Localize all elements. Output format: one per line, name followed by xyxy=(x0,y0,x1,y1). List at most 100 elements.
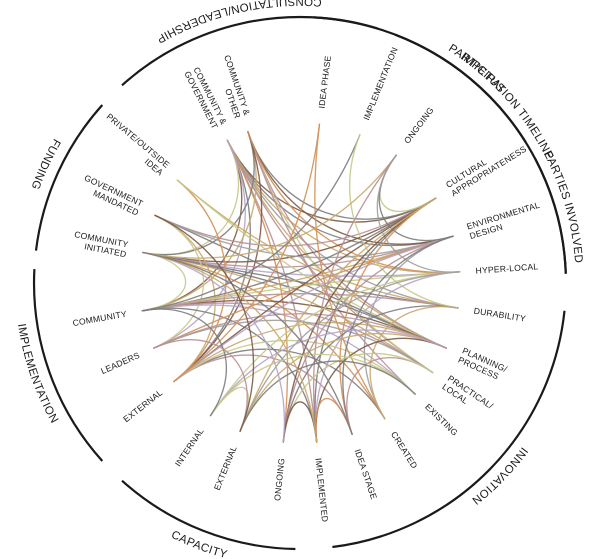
link-ongoing-impl-community-initiated xyxy=(142,251,286,443)
link-community-other-hyper-local xyxy=(247,131,461,274)
node-label-line: IDEA STAGE xyxy=(353,448,380,501)
links-layer xyxy=(141,123,461,443)
node-label-line: ONGOING xyxy=(272,457,286,501)
node-label-line: INTERNAL xyxy=(173,426,206,468)
link-community-cons-existing xyxy=(141,304,416,395)
category-label-consultation: CONSULTATION/LEADERSHIP xyxy=(154,0,322,45)
link-private-outside-planning xyxy=(176,179,447,349)
link-cultural-external-fund xyxy=(239,197,437,432)
node-external-cons: EXTERNAL xyxy=(121,387,164,424)
category-arc-funding xyxy=(34,104,104,251)
node-label-line: DURABILITY xyxy=(473,306,527,324)
link-leaders-practical xyxy=(153,319,434,374)
node-ongoing-pt: ONGOING xyxy=(402,105,436,145)
link-ongoing-pt-hyper-local xyxy=(376,154,461,273)
node-internal-fund: INTERNAL xyxy=(173,426,206,468)
link-government-mandated-environmental xyxy=(154,214,454,259)
node-label-line: IMPLEMENTATION xyxy=(361,46,399,122)
link-government-mandated-cultural xyxy=(154,197,437,247)
link-external-fund-government-mandated xyxy=(154,214,255,432)
node-created: CREATED xyxy=(389,430,420,471)
node-label-line: IDEA PHASE xyxy=(317,55,333,109)
link-private-outside-external-cons xyxy=(173,179,227,383)
node-idea-stage: IDEA STAGE xyxy=(353,448,380,501)
link-durability-ongoing-impl xyxy=(282,305,459,443)
link-government-mandated-leaders xyxy=(153,214,205,349)
link-idea-stage-community-initiated xyxy=(142,251,353,435)
node-implementation-pt: IMPLEMENTATION xyxy=(361,46,399,122)
category-ring xyxy=(32,15,567,551)
link-external-cons-existing xyxy=(173,339,416,395)
node-label-line: EXTERNAL xyxy=(212,444,239,491)
category-label-capacity: CAPACITY xyxy=(169,529,229,559)
link-community-other-environmental xyxy=(247,131,454,245)
node-label-line: LEADERS xyxy=(99,350,141,376)
category-label-innovation: INNOVATION xyxy=(469,445,529,507)
link-idea-phase-external-cons xyxy=(173,123,321,383)
link-external-fund-leaders xyxy=(153,339,248,432)
link-hyper-local-external-fund xyxy=(239,271,461,432)
node-label-line: PRIVATE/OUTSIDE xyxy=(105,111,172,170)
link-durability-created xyxy=(369,306,459,420)
node-implemented: IMPLEMENTED xyxy=(313,458,330,523)
link-implementation-pt-community-cons xyxy=(141,134,361,312)
link-implementation-pt-durability xyxy=(349,134,459,309)
category-label-funding: FUNDING xyxy=(28,137,62,192)
node-community-cons: COMMUNITY xyxy=(72,309,128,328)
link-ongoing-pt-implemented xyxy=(312,154,397,443)
category-arc-parties xyxy=(533,157,567,274)
link-hyper-local-implemented xyxy=(315,271,461,443)
node-planning: PLANNING/PROCESS xyxy=(457,345,509,381)
link-cultural-ongoing-impl xyxy=(282,197,437,443)
category-arc-innovation xyxy=(332,310,566,549)
node-leaders: LEADERS xyxy=(99,350,141,376)
category-label-implementation: IMPLEMENTATION xyxy=(15,323,60,426)
link-implemented-community-initiated xyxy=(142,251,318,443)
category-arc-capacity xyxy=(121,479,296,551)
node-existing: EXISTING xyxy=(423,402,460,438)
category-arc-implementation xyxy=(32,269,104,462)
link-ongoing-pt-environmental xyxy=(378,154,454,242)
link-environmental-idea-stage xyxy=(342,235,454,435)
link-community-other-cultural xyxy=(247,131,437,220)
node-idea-phase: IDEA PHASE xyxy=(317,55,333,109)
link-planning-internal-fund xyxy=(209,329,447,417)
node-label-line: ONGOING xyxy=(402,105,436,145)
link-community-initiated-community-cons xyxy=(141,251,187,312)
link-community-cons-implemented xyxy=(141,307,318,443)
link-community-government-ongoing-impl xyxy=(226,139,289,443)
node-durability: DURABILITY xyxy=(473,306,527,324)
node-label-line: EXISTING xyxy=(423,402,460,438)
link-internal-fund-community-cons xyxy=(141,308,228,417)
link-community-initiated-practical xyxy=(142,251,434,374)
node-label-line: COMMUNITY xyxy=(72,309,128,328)
link-idea-phase-created xyxy=(314,123,386,420)
link-community-government-durability xyxy=(226,139,459,309)
link-cultural-idea-stage xyxy=(339,197,437,435)
link-planning-external-fund xyxy=(239,333,447,432)
link-community-government-leaders xyxy=(153,139,246,349)
category-arc-consultation xyxy=(121,15,379,87)
link-ongoing-pt-community-initiated xyxy=(142,154,397,259)
node-external-fund: EXTERNAL xyxy=(212,444,239,491)
node-label-line: EXTERNAL xyxy=(121,387,164,424)
link-community-other-existing xyxy=(247,131,416,395)
node-label-line: IMPLEMENTED xyxy=(313,458,330,523)
node-label-line: HYPER-LOCAL xyxy=(475,261,538,275)
link-external-cons-environmental xyxy=(173,235,454,383)
link-environmental-created xyxy=(363,235,454,420)
node-community-government: COMMUNITY &GOVERNMENT xyxy=(182,65,229,131)
category-arc-impetus xyxy=(394,33,527,143)
link-community-cons-durability xyxy=(141,293,459,312)
node-practical: PRACTICAL/LOCAL xyxy=(440,373,495,411)
node-label-line: CREATED xyxy=(389,430,420,471)
link-external-cons-planning xyxy=(173,321,447,383)
node-hyper-local: HYPER-LOCAL xyxy=(475,261,538,275)
node-ongoing-impl: ONGOING xyxy=(272,457,286,501)
